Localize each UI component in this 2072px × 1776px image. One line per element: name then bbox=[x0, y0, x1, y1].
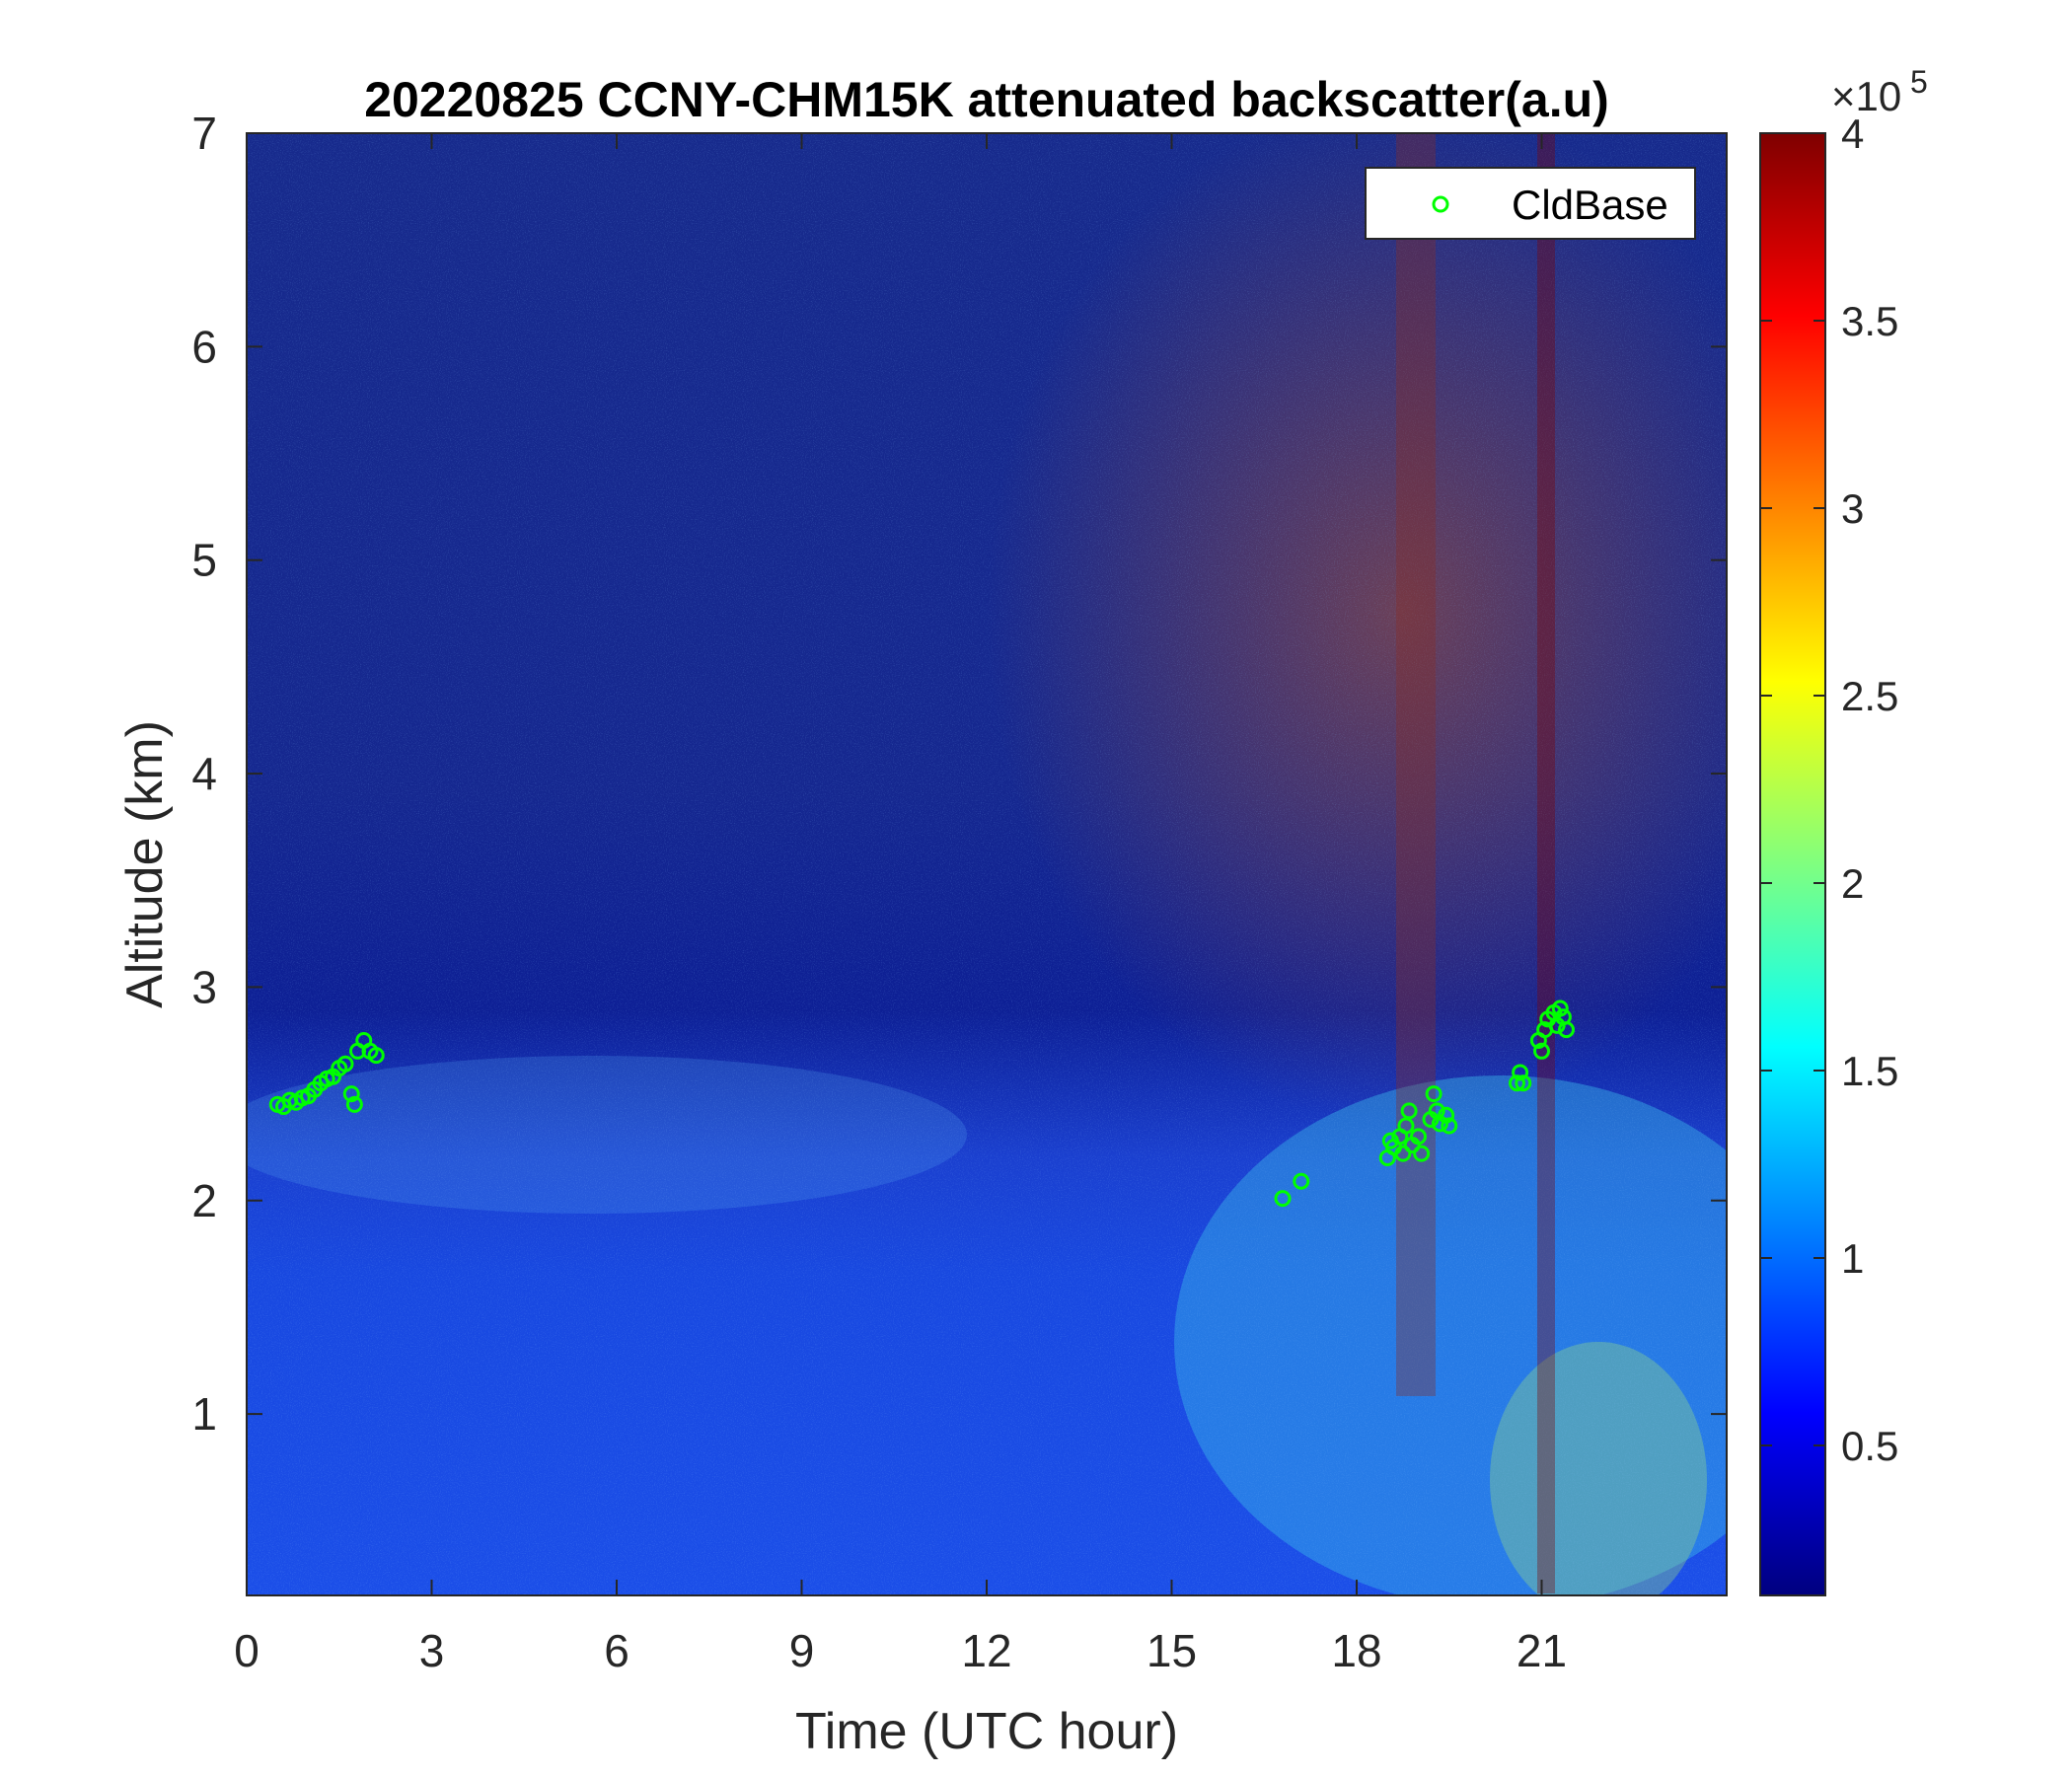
dust-column-1 bbox=[1396, 133, 1436, 1396]
colorbar-tick-label: 1 bbox=[1841, 1235, 1864, 1282]
legend-box bbox=[1365, 167, 1696, 240]
colorbar-tick-label: 4 bbox=[1841, 111, 1864, 157]
colorbar-tick-label: 2 bbox=[1841, 860, 1864, 907]
y-tick-label: 1 bbox=[191, 1388, 217, 1440]
y-tick-label: 4 bbox=[191, 748, 217, 799]
legend-entry-cldbase: CldBase bbox=[1512, 182, 1668, 228]
y-tick-label: 5 bbox=[191, 535, 217, 586]
cldbase-point bbox=[1509, 1074, 1525, 1092]
y-tick-label: 3 bbox=[191, 961, 217, 1012]
dust-column-2 bbox=[1537, 133, 1555, 1593]
colorbar-ramp bbox=[1759, 132, 1826, 1596]
legend-marker-icon bbox=[1432, 195, 1449, 213]
x-tick-label: 21 bbox=[1517, 1625, 1567, 1676]
cldbase-point bbox=[1293, 1172, 1310, 1190]
x-tick-label: 12 bbox=[961, 1625, 1011, 1676]
colorbar-exponent: 5 bbox=[1910, 64, 1928, 100]
noise-overlay bbox=[247, 133, 1727, 1595]
cldbase-point bbox=[1400, 1102, 1418, 1120]
y-tick-label: 7 bbox=[191, 108, 217, 159]
cldbase-point bbox=[336, 1055, 354, 1073]
y-axis: 1 2 3 4 5 6 7 bbox=[191, 108, 1727, 1440]
x-tick-label: 0 bbox=[234, 1625, 259, 1676]
cldbase-point bbox=[1410, 1128, 1427, 1146]
chart-title: 20220825 CCNY-CHM15K attenuated backscat… bbox=[364, 72, 1609, 127]
colorbar: 0.5 1 1.5 2 2.5 3 3.5 4 ×10 5 bbox=[1759, 64, 1928, 1596]
legend: CldBase bbox=[1365, 167, 1696, 240]
x-tick-label: 9 bbox=[789, 1625, 815, 1676]
cldbase-point bbox=[367, 1047, 385, 1065]
cldbase-point bbox=[1558, 1021, 1575, 1039]
colorbar-ticks: 0.5 1 1.5 2 2.5 3 3.5 4 bbox=[1760, 111, 1898, 1469]
x-tick-label: 18 bbox=[1331, 1625, 1381, 1676]
x-axis: 0 3 6 9 12 15 18 21 bbox=[234, 133, 1567, 1676]
cldbase-point bbox=[1425, 1085, 1443, 1103]
cldbase-point bbox=[345, 1095, 363, 1113]
colorbar-tick-label: 2.5 bbox=[1841, 673, 1898, 719]
x-tick-label: 3 bbox=[419, 1625, 445, 1676]
y-axis-label: Altitude (km) bbox=[116, 720, 174, 1008]
cldbase-point bbox=[1551, 999, 1569, 1017]
colorbar-multiplier: ×10 bbox=[1831, 73, 1901, 119]
x-axis-label: Time (UTC hour) bbox=[795, 1703, 1178, 1760]
cldbase-point bbox=[1441, 1117, 1458, 1135]
cldbase-point bbox=[1274, 1190, 1292, 1208]
cldbase-point bbox=[1394, 1145, 1412, 1162]
x-tick-label: 6 bbox=[604, 1625, 629, 1676]
cldbase-point bbox=[1512, 1064, 1529, 1081]
cldbase-point bbox=[1413, 1145, 1431, 1162]
colorbar-tick-label: 3.5 bbox=[1841, 298, 1898, 344]
cldbase-point bbox=[1397, 1117, 1415, 1135]
cldbase-point bbox=[1515, 1074, 1532, 1092]
colorbar-tick-label: 1.5 bbox=[1841, 1048, 1898, 1094]
y-tick-label: 2 bbox=[191, 1175, 217, 1226]
cldbase-point bbox=[1533, 1042, 1550, 1060]
y-tick-label: 6 bbox=[191, 321, 217, 372]
cldbase-point bbox=[342, 1085, 360, 1103]
colorbar-tick-label: 0.5 bbox=[1841, 1423, 1898, 1469]
colorbar-tick-label: 3 bbox=[1841, 485, 1864, 532]
cldbase-point bbox=[1438, 1106, 1455, 1124]
plot-area bbox=[247, 133, 1727, 1595]
x-tick-label: 15 bbox=[1147, 1625, 1197, 1676]
cldbase-scatter bbox=[268, 999, 1575, 1208]
